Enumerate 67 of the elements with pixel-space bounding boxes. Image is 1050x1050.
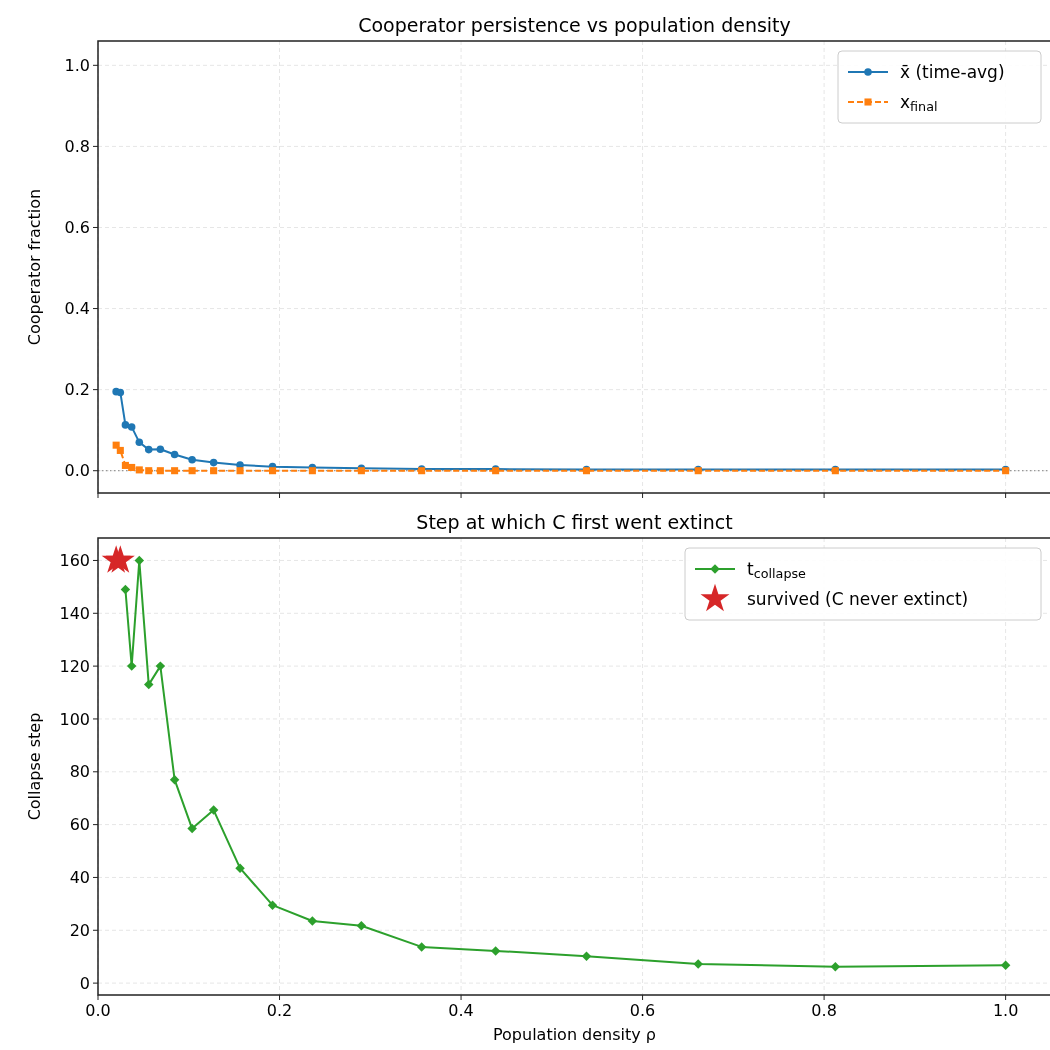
y-tick-label: 120 — [59, 656, 90, 676]
x-axis-title: Population density ρ — [492, 1025, 657, 1044]
point — [134, 555, 145, 566]
point — [416, 942, 427, 952]
y-tick-label: 40 — [69, 868, 90, 888]
point — [135, 438, 144, 447]
point — [308, 467, 316, 475]
point — [209, 458, 218, 467]
x-tick-label: 0.8 — [811, 1001, 837, 1020]
point — [171, 467, 179, 475]
point — [188, 467, 196, 475]
y-tick-label: 0.2 — [64, 380, 90, 400]
y-tick-label: 0.0 — [64, 461, 90, 481]
x-tick-label: 0.6 — [629, 1001, 656, 1020]
y-axis-title: Cooperator fraction — [25, 188, 44, 346]
x-tick-label: 0.4 — [448, 1001, 474, 1020]
y-tick-label: 60 — [69, 815, 90, 835]
point — [210, 467, 218, 475]
point — [187, 823, 197, 834]
point — [145, 467, 153, 475]
y-tick-label: 140 — [59, 603, 90, 623]
y-tick-label: 20 — [69, 920, 90, 940]
x-tick-label: 0.0 — [85, 1001, 111, 1020]
y-tick-label: 100 — [59, 709, 90, 729]
point — [128, 463, 136, 471]
point — [307, 916, 318, 926]
y-tick-label: 0.4 — [64, 299, 90, 319]
point — [236, 467, 244, 475]
legend-label: survived (C never extinct) — [747, 588, 969, 609]
point — [144, 445, 153, 454]
point — [120, 584, 131, 595]
point — [490, 946, 501, 956]
point — [143, 679, 154, 690]
point — [170, 450, 179, 459]
point — [581, 951, 592, 961]
point — [208, 805, 219, 815]
legend-label: x$_{final}$ — [900, 91, 938, 115]
point — [693, 959, 703, 969]
y-tick-label: 0.6 — [64, 218, 90, 238]
y-tick-label: 1.0 — [64, 55, 90, 75]
y-tick-label: 0 — [79, 973, 90, 993]
point — [126, 661, 137, 671]
chart-title: Step at which C first went extinct — [416, 511, 733, 533]
point — [127, 423, 136, 431]
y-tick-label: 0.8 — [64, 137, 90, 156]
y-axis-title: Collapse step — [25, 712, 44, 821]
point — [269, 467, 277, 475]
point — [1000, 960, 1011, 970]
point — [155, 661, 166, 671]
point — [267, 900, 278, 910]
x-tick-label: 1.0 — [992, 1001, 1019, 1020]
point — [116, 388, 125, 397]
point — [356, 921, 367, 931]
point — [156, 445, 165, 453]
y-tick-label: 80 — [69, 762, 90, 782]
point — [156, 467, 164, 475]
point — [116, 446, 124, 454]
x-tick-label: 0.2 — [266, 1001, 293, 1020]
point — [188, 455, 196, 464]
legend-label: t$_{collapse}$ — [747, 558, 807, 582]
point — [121, 421, 130, 429]
legend-label: x̄ (time-avg) — [900, 61, 1005, 82]
point — [135, 466, 143, 474]
chart-title: Cooperator persistence vs population density — [358, 14, 791, 36]
point — [169, 774, 180, 785]
point — [830, 961, 841, 972]
y-tick-label: 160 — [59, 551, 90, 571]
